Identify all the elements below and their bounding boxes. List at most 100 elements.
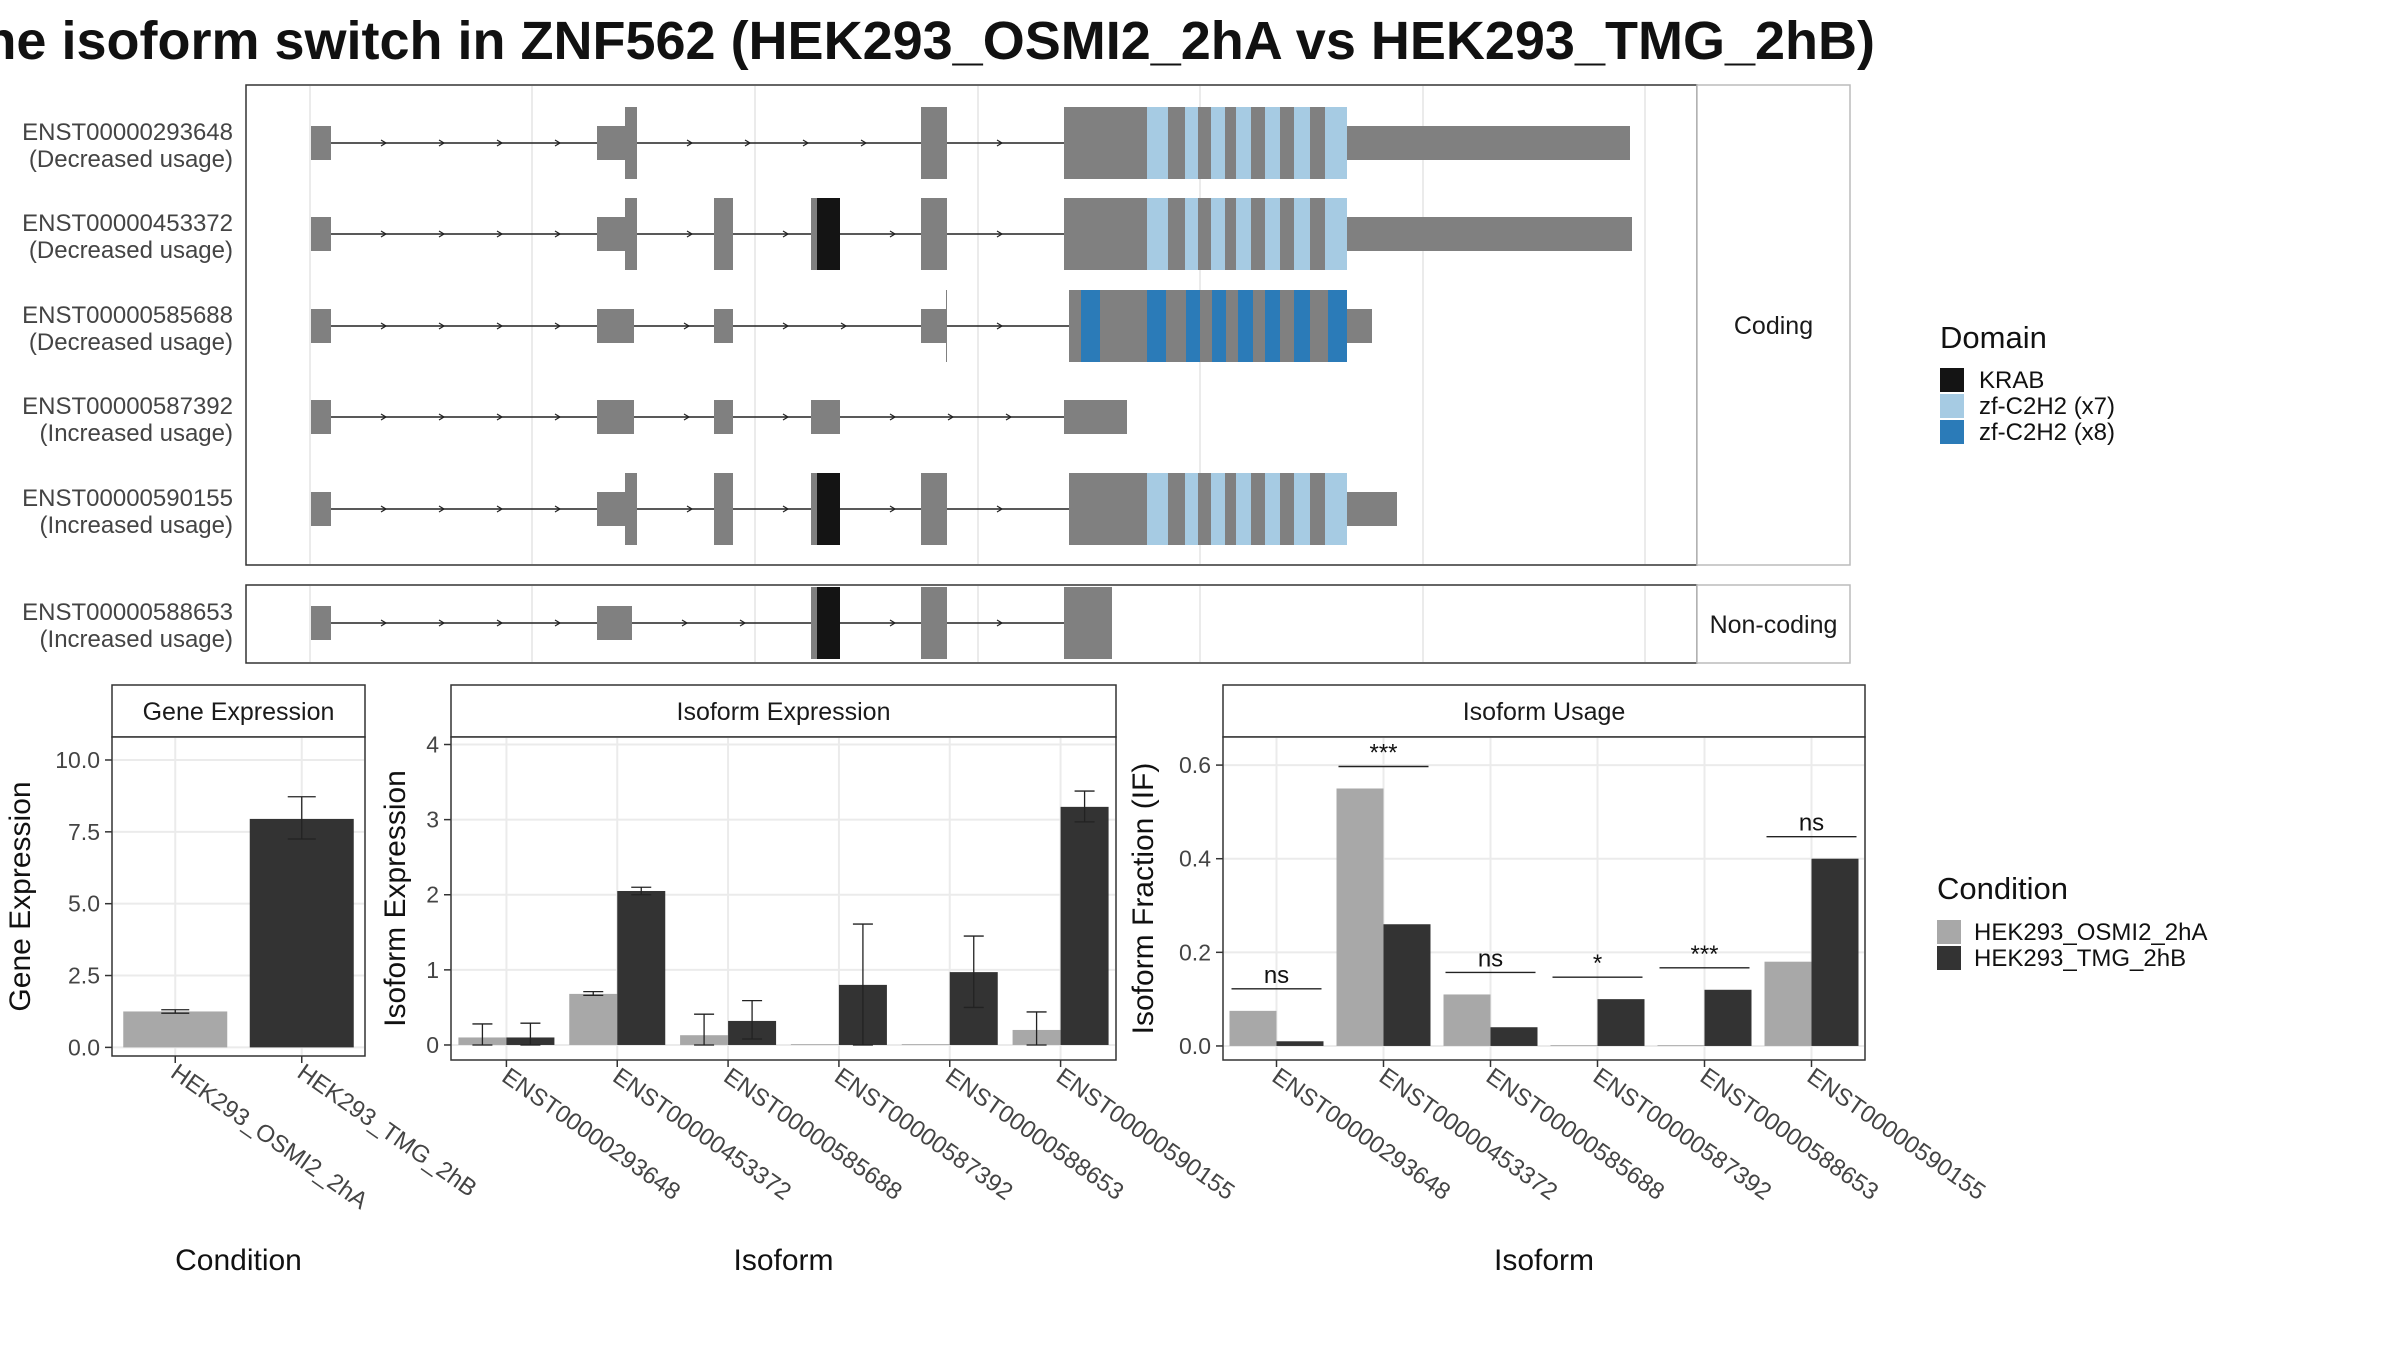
x-axis-title: Condition [175,1244,302,1277]
exon-block [921,587,925,659]
zf-domain [1328,290,1347,362]
x-tick-label: ENST00000588653 [1695,1063,1883,1206]
intron-arrow [686,505,694,513]
x-tick-label: ENST00000587392 [1588,1063,1776,1206]
intron-arrow [739,619,747,627]
exon-block [1251,198,1265,270]
y-tick-label: 4 [426,732,439,758]
exon-block [811,198,817,270]
data-bar [617,890,666,1045]
intron-arrow [438,413,446,421]
domain-legend-title: Domain [1940,320,2047,355]
zf-domain [1238,290,1253,362]
intron-arrow [380,619,388,627]
isoform-id-label: ENST00000453372 [22,210,233,237]
intron-arrow [496,619,504,627]
panel-title: Isoform Expression [677,698,891,726]
x-tick-label: ENST00000585688 [719,1063,907,1206]
zf-domain [1081,290,1100,362]
exon-block [1064,400,1127,434]
exon-block [625,473,637,545]
isoform-usage-label: (Decreased usage) [29,329,233,356]
exon-block [811,587,817,659]
structure-panel-bg [245,584,1698,664]
exon-block [1226,290,1238,362]
y-axis-title: Isoform Fraction (IF) [1127,763,1160,1035]
data-bar [1657,1045,1705,1046]
x-axis-title: Isoform [733,1244,833,1277]
exon-block [1069,473,1147,545]
zf-domain [1265,473,1280,545]
exon-block [1280,198,1294,270]
x-tick-label: ENST00000293648 [497,1063,685,1206]
exon-block [311,492,331,526]
isoform-usage-label: (Increased usage) [40,420,233,447]
krab-domain [817,587,840,659]
intron-arrow [380,413,388,421]
zf-domain [1147,198,1168,270]
exon-block [811,400,840,434]
data-bar [901,1044,950,1045]
significance-label: ns [1478,945,1503,972]
domain-legend-key [1940,420,1964,444]
intron-arrow [889,230,897,238]
exon-block [1225,107,1236,179]
zf-domain [1147,107,1168,179]
isoform-id-label: ENST00000588653 [22,599,233,626]
exon-block [311,400,331,434]
exon-block [1100,290,1147,362]
exon-block [1347,126,1630,160]
exon-block [597,309,634,343]
significance-label: ns [1799,810,1824,837]
zf-domain [1294,107,1310,179]
x-tick-label: ENST00000585688 [1481,1063,1669,1206]
y-tick-label: 5.0 [68,891,100,917]
condition-legend-key [1937,946,1961,970]
exon-block [1225,198,1236,270]
intron-arrow [380,505,388,513]
zf-domain [1325,107,1347,179]
exon-block [714,473,733,545]
intron-arrow [554,139,562,147]
intron-arrow [438,230,446,238]
intron-arrow [802,139,810,147]
intron-arrow [380,139,388,147]
intron-arrow [438,505,446,513]
exon-block [311,606,331,640]
x-tick-label: ENST00000588653 [940,1063,1128,1206]
data-bar [790,1044,839,1045]
data-bar [1060,806,1109,1045]
y-tick-label: 7.5 [68,819,100,845]
intron-arrow [496,322,504,330]
condition-legend-title: Condition [1937,871,2068,906]
data-bar [1704,989,1752,1046]
intron-arrow [996,322,1004,330]
intron-arrow [554,322,562,330]
intron-arrow [889,413,897,421]
intron-arrow [496,230,504,238]
exon-block [1168,107,1185,179]
y-tick-label: 1 [426,957,439,983]
exon-block [1347,217,1632,251]
exon-block [311,309,331,343]
x-tick-label: ENST00000587392 [829,1063,1017,1206]
exon-block [1280,473,1294,545]
condition-legend-key [1937,920,1961,944]
exon-block [1347,309,1372,343]
x-tick-label: ENST00000453372 [608,1063,796,1206]
isoform-id-label: ENST00000293648 [22,119,233,146]
exon-block [1069,290,1081,362]
intron-arrow [1005,413,1013,421]
exon-block [1166,290,1186,362]
structure-panel-bg [245,84,1698,566]
zf-domain [1236,198,1251,270]
exon-block [921,198,925,270]
exon-block [597,126,625,160]
significance-label: *** [1369,739,1397,766]
intron-arrow [889,505,897,513]
y-tick-label: 2.5 [68,963,100,989]
y-tick-label: 0 [426,1032,439,1058]
data-bar [1597,999,1645,1046]
exon-block [946,290,947,362]
y-axis-title: Gene Expression [4,781,37,1011]
